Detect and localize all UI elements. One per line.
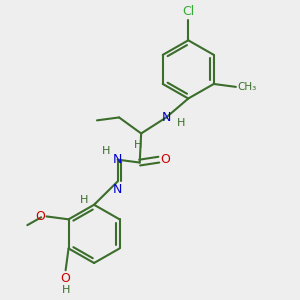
Text: H: H (177, 118, 185, 128)
Text: N: N (113, 153, 122, 166)
Text: Cl: Cl (182, 5, 194, 19)
Text: H: H (102, 146, 110, 156)
Text: N: N (113, 183, 122, 196)
Text: O: O (35, 210, 45, 223)
Text: CH₃: CH₃ (237, 82, 256, 92)
Text: H: H (80, 195, 88, 206)
Text: O: O (61, 272, 70, 285)
Text: H: H (134, 140, 142, 149)
Text: O: O (160, 153, 170, 166)
Text: H: H (61, 285, 70, 295)
Text: N: N (161, 111, 171, 124)
